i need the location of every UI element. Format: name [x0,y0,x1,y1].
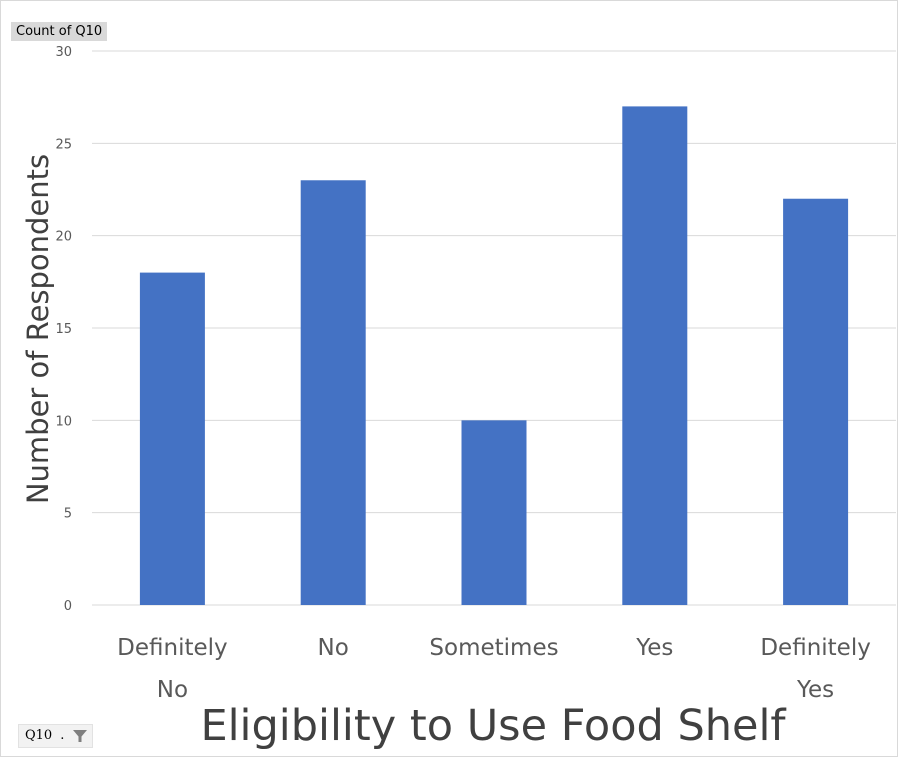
y-tick-label: 5 [64,507,72,522]
bar[interactable] [622,106,688,606]
x-axis-title: Eligibility to Use Food Shelf [200,701,786,751]
x-tick-label: Definitely [117,635,228,661]
x-tick-labels: Definitely No No Sometimes Yes Definitely Yes [117,635,871,703]
axis-field-label: Q10 [25,728,53,743]
bars [139,106,849,606]
filter-icon[interactable] [72,729,88,743]
x-tick-label: No [318,635,349,661]
y-tick-label: 30 [55,45,72,60]
y-tick-label: 10 [55,414,72,429]
value-field-button[interactable]: Count of Q10 [11,22,108,41]
axis-field-dots: . [60,728,65,743]
bar[interactable] [300,180,366,605]
x-tick-label: Yes [635,635,673,661]
y-axis-title: Number of Respondents [21,154,55,504]
x-tick-label: Yes [796,677,834,703]
bar[interactable] [139,272,205,605]
x-tick-label: Sometimes [429,635,558,661]
y-tick-label: 25 [55,137,72,152]
x-tick-label: Definitely [760,635,871,661]
bar[interactable] [783,198,849,605]
y-tick-label: 0 [64,599,72,614]
x-tick-label: No [157,677,188,703]
y-tick-label: 20 [55,230,72,245]
axis-field-button[interactable]: Q10 . [18,724,94,748]
y-tick-labels: 0 5 10 15 20 25 30 [55,45,72,614]
y-tick-label: 15 [55,322,72,337]
bar[interactable] [461,420,527,605]
